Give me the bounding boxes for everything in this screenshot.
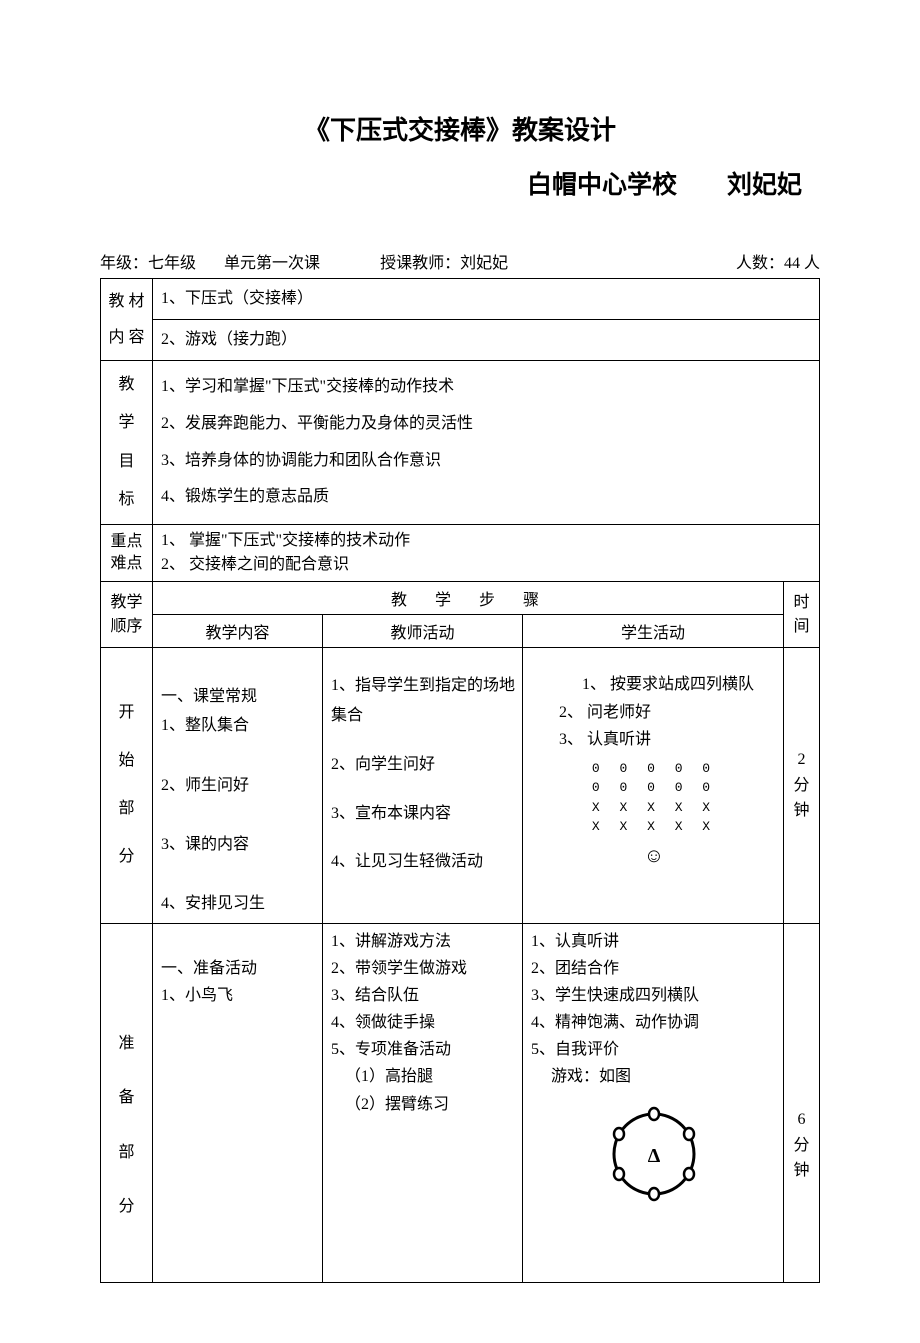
goal-3: 3、培养身体的协调能力和团队合作意识 — [161, 443, 813, 480]
key-2: 2、 交接棒之间的配合意识 — [161, 553, 813, 577]
key-1: 1、 掌握"下压式"交接棒的技术动作 — [161, 529, 813, 553]
s1b2: 2、向学生问好 — [331, 750, 516, 780]
page-subtitle: 白帽中心学校 刘妃妃 — [100, 165, 820, 201]
subheader-a: 教学内容 — [153, 615, 323, 648]
subheader-c: 学生活动 — [523, 615, 784, 648]
section1-time: 2 分 钟 — [784, 648, 820, 923]
time-label: 时 间 — [784, 582, 820, 648]
count-value: 44 人 — [784, 255, 820, 272]
materials-2: 2、游戏（接力跑） — [153, 320, 820, 361]
s2c1: 1、认真听讲 — [531, 928, 777, 955]
s2c6: 游戏：如图 — [531, 1063, 777, 1090]
section2-colC: 1、认真听讲 2、团结合作 3、学生快速成四列横队 4、精神饱满、动作协调 5、… — [523, 923, 784, 1282]
section2-time: 6 分 钟 — [784, 923, 820, 1282]
formation-r1: 0 0 0 0 0 — [531, 759, 777, 779]
s2b1: 1、讲解游戏方法 — [331, 928, 516, 955]
s2b2: 2、带领学生做游戏 — [331, 955, 516, 982]
materials-label: 教 材 内 容 — [101, 279, 153, 361]
section2-colB: 1、讲解游戏方法 2、带领学生做游戏 3、结合队伍 4、领做徒手操 5、专项准备… — [323, 923, 523, 1282]
unit-label: 单元 — [224, 255, 256, 272]
s2b5b: （2）摆臂练习 — [331, 1091, 516, 1118]
count-label: 人数： — [736, 255, 784, 272]
formation-diagram: 0 0 0 0 0 0 0 0 0 0 X X X X X X X X X X — [531, 759, 777, 837]
grade-label: 年级： — [100, 255, 148, 272]
section1-label: 开 始 部 分 — [101, 648, 153, 923]
materials-1: 1、下压式（交接棒） — [153, 279, 820, 320]
steps-header: 教学步骤 — [153, 582, 784, 615]
keydiff-label: 重点 难点 — [101, 525, 153, 582]
lesson-table: 教 材 内 容 1、下压式（交接棒） 2、游戏（接力跑） 教 学 目 标 1、学… — [100, 278, 820, 1283]
circle-diagram: Δ — [531, 1099, 777, 1218]
goals-cell: 1、学习和掌握"下压式"交接棒的动作技术 2、发展奔跑能力、平衡能力及身体的灵活… — [153, 361, 820, 525]
formation-r3: X X X X X — [531, 798, 777, 818]
section2-label: 准 备 部 分 — [101, 923, 153, 1282]
smiley-icon: ☺ — [531, 839, 777, 873]
page-title: 《下压式交接棒》教案设计 — [100, 110, 820, 147]
s2c5: 5、自我评价 — [531, 1036, 777, 1063]
teacher-label: 授课教师： — [380, 255, 460, 272]
s2c2: 2、团结合作 — [531, 955, 777, 982]
goal-1: 1、学习和掌握"下压式"交接棒的动作技术 — [161, 369, 813, 406]
s2c3: 3、学生快速成四列横队 — [531, 982, 777, 1009]
goal-2: 2、发展奔跑能力、平衡能力及身体的灵活性 — [161, 406, 813, 443]
s2b5a: （1）高抬腿 — [331, 1063, 516, 1090]
teacher-value: 刘妃妃 — [460, 255, 508, 272]
triangle-center-icon: Δ — [648, 1145, 661, 1167]
s1b1: 1、指导学生到指定的场地集合 — [331, 671, 516, 730]
s2b4: 4、领做徒手操 — [331, 1009, 516, 1036]
section1-colB: 1、指导学生到指定的场地集合 2、向学生问好 3、宣布本课内容 4、让见习生轻微… — [323, 648, 523, 923]
formation-r4: X X X X X — [531, 817, 777, 837]
formation-r2: 0 0 0 0 0 — [531, 778, 777, 798]
goals-label: 教 学 目 标 — [101, 361, 153, 525]
section1-colC: 1、 按要求站成四列横队 2、 问老师好 3、 认真听讲 0 0 0 0 0 0… — [523, 648, 784, 923]
s2b3: 3、结合队伍 — [331, 982, 516, 1009]
s1b3: 3、宣布本课内容 — [331, 799, 516, 829]
s2b5: 5、专项准备活动 — [331, 1036, 516, 1063]
section1-colA: 一、课堂常规 1、整队集合 2、师生问好 3、课的内容 4、安排见习生 — [153, 648, 323, 923]
grade-value: 七年级 — [148, 255, 196, 272]
unit-value: 第一次课 — [256, 255, 320, 272]
subheader-b: 教师活动 — [323, 615, 523, 648]
s1c3: 3、 认真听讲 — [531, 726, 777, 753]
meta-line: 年级：七年级 单元第一次课 授课教师：刘妃妃 人数：44 人 — [100, 249, 820, 273]
keydiff-cell: 1、 掌握"下压式"交接棒的技术动作 2、 交接棒之间的配合意识 — [153, 525, 820, 582]
s2c4: 4、精神饱满、动作协调 — [531, 1009, 777, 1036]
s1c2: 2、 问老师好 — [531, 699, 777, 726]
section2-colA: 一、准备活动 1、小鸟飞 — [153, 923, 323, 1282]
goal-4: 4、锻炼学生的意志品质 — [161, 479, 813, 516]
seq-label: 教学 顺序 — [101, 582, 153, 648]
s1b4: 4、让见习生轻微活动 — [331, 847, 516, 877]
s1c1: 1、 按要求站成四列横队 — [531, 671, 777, 698]
